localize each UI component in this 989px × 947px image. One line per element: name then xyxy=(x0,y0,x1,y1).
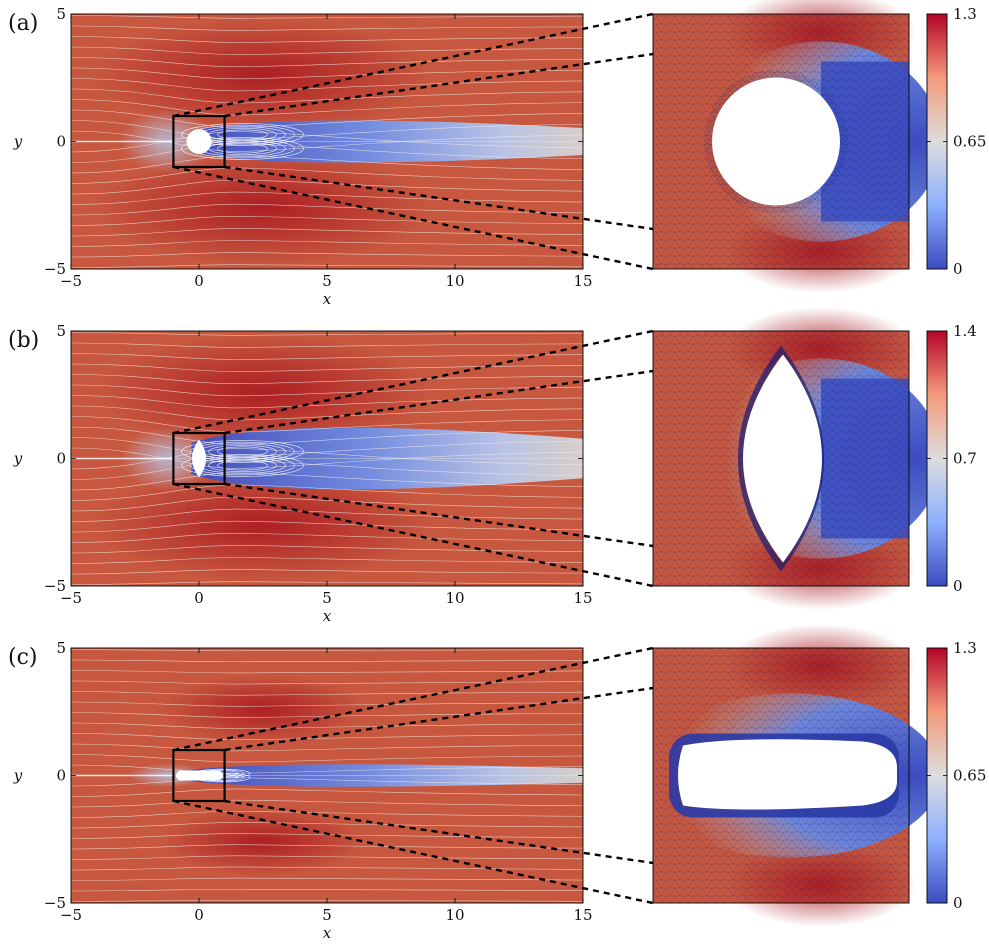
colorbar: 1.3 0.65 0 xyxy=(926,639,986,912)
colorbar: 1.4 0.7 0 xyxy=(926,322,977,595)
colorbar-tick-label: 0 xyxy=(953,894,963,912)
x-axis-label: x xyxy=(323,924,332,942)
colorbar: 1.3 0.65 0 xyxy=(926,5,986,278)
y-tick-label: 5 xyxy=(56,322,66,340)
colorbar-tick-label: 0 xyxy=(953,260,963,278)
colorbar-tick-label: 1.3 xyxy=(953,639,977,657)
x-tick-label: 10 xyxy=(445,906,464,924)
panel-1: −5 0 5 10 15 5 0 −5 x y (a) 1.3 0.65 0 xyxy=(8,0,986,308)
panel-label: (b) xyxy=(8,328,39,353)
y-tick-label: −5 xyxy=(44,577,66,595)
y-tick-label: −5 xyxy=(44,260,66,278)
y-tick-label: 5 xyxy=(56,639,66,657)
body-elongated-zoom xyxy=(678,739,897,810)
x-tick-label: 5 xyxy=(322,272,332,290)
body-lens xyxy=(191,439,207,478)
x-tick-label: 10 xyxy=(445,589,464,607)
x-tick-label: 15 xyxy=(573,906,592,924)
zoom-connectors xyxy=(173,12,654,271)
x-tick-label: 0 xyxy=(194,906,204,924)
panel-2: −5 0 5 10 15 5 0 −5 x y (b) 1.4 0.7 0 xyxy=(8,307,977,625)
zoom-box xyxy=(172,748,226,803)
y-axis-label: y xyxy=(13,450,23,468)
zoom-panel xyxy=(652,307,941,610)
x-tick-label: 0 xyxy=(194,589,204,607)
panel-3: −5 0 5 10 15 5 0 −5 x y (c) 1.3 0.65 0 xyxy=(8,624,986,942)
colorbar-tick-label: 0 xyxy=(953,577,963,595)
panel-label: (c) xyxy=(8,645,38,670)
x-axis-label: x xyxy=(323,290,332,308)
x-tick-label: −5 xyxy=(60,589,82,607)
flow-field xyxy=(70,648,584,903)
colorbar-tick-label: 0.7 xyxy=(953,450,977,468)
zoom-box xyxy=(172,114,226,169)
y-axis-label: y xyxy=(13,767,23,785)
colorbar-tick-label: 0.65 xyxy=(953,133,986,151)
flow-field xyxy=(70,331,584,586)
x-tick-label: 15 xyxy=(573,589,592,607)
streamlines xyxy=(70,15,584,268)
y-tick-label: 5 xyxy=(56,5,66,23)
x-axis-label: x xyxy=(323,607,332,625)
y-tick-label: 0 xyxy=(56,133,66,151)
zoom-panel xyxy=(652,0,941,293)
y-axis-label: y xyxy=(13,133,23,151)
x-tick-label: 15 xyxy=(573,272,592,290)
x-tick-label: −5 xyxy=(60,272,82,290)
x-tick-label: 10 xyxy=(445,272,464,290)
y-tick-label: 0 xyxy=(56,767,66,785)
x-tick-label: 5 xyxy=(322,906,332,924)
x-tick-label: −5 xyxy=(60,906,82,924)
body-circle xyxy=(186,129,212,154)
colorbar-tick-label: 1.4 xyxy=(953,322,977,340)
zoom-connectors xyxy=(173,329,654,588)
zoom-connectors xyxy=(173,646,654,905)
colorbar-tick-label: 0.65 xyxy=(953,767,986,785)
flow-field xyxy=(70,14,584,269)
colorbar-tick-label: 1.3 xyxy=(953,5,977,23)
x-tick-label: 0 xyxy=(194,272,204,290)
zoom-box xyxy=(172,431,226,486)
body-circle-zoom xyxy=(712,77,840,206)
y-tick-label: 0 xyxy=(56,450,66,468)
x-tick-label: 5 xyxy=(322,589,332,607)
panel-label: (a) xyxy=(8,11,38,36)
y-tick-label: −5 xyxy=(44,894,66,912)
zoom-panel xyxy=(641,624,941,927)
body-elongated xyxy=(175,770,223,781)
body-lens-zoom xyxy=(743,354,822,563)
